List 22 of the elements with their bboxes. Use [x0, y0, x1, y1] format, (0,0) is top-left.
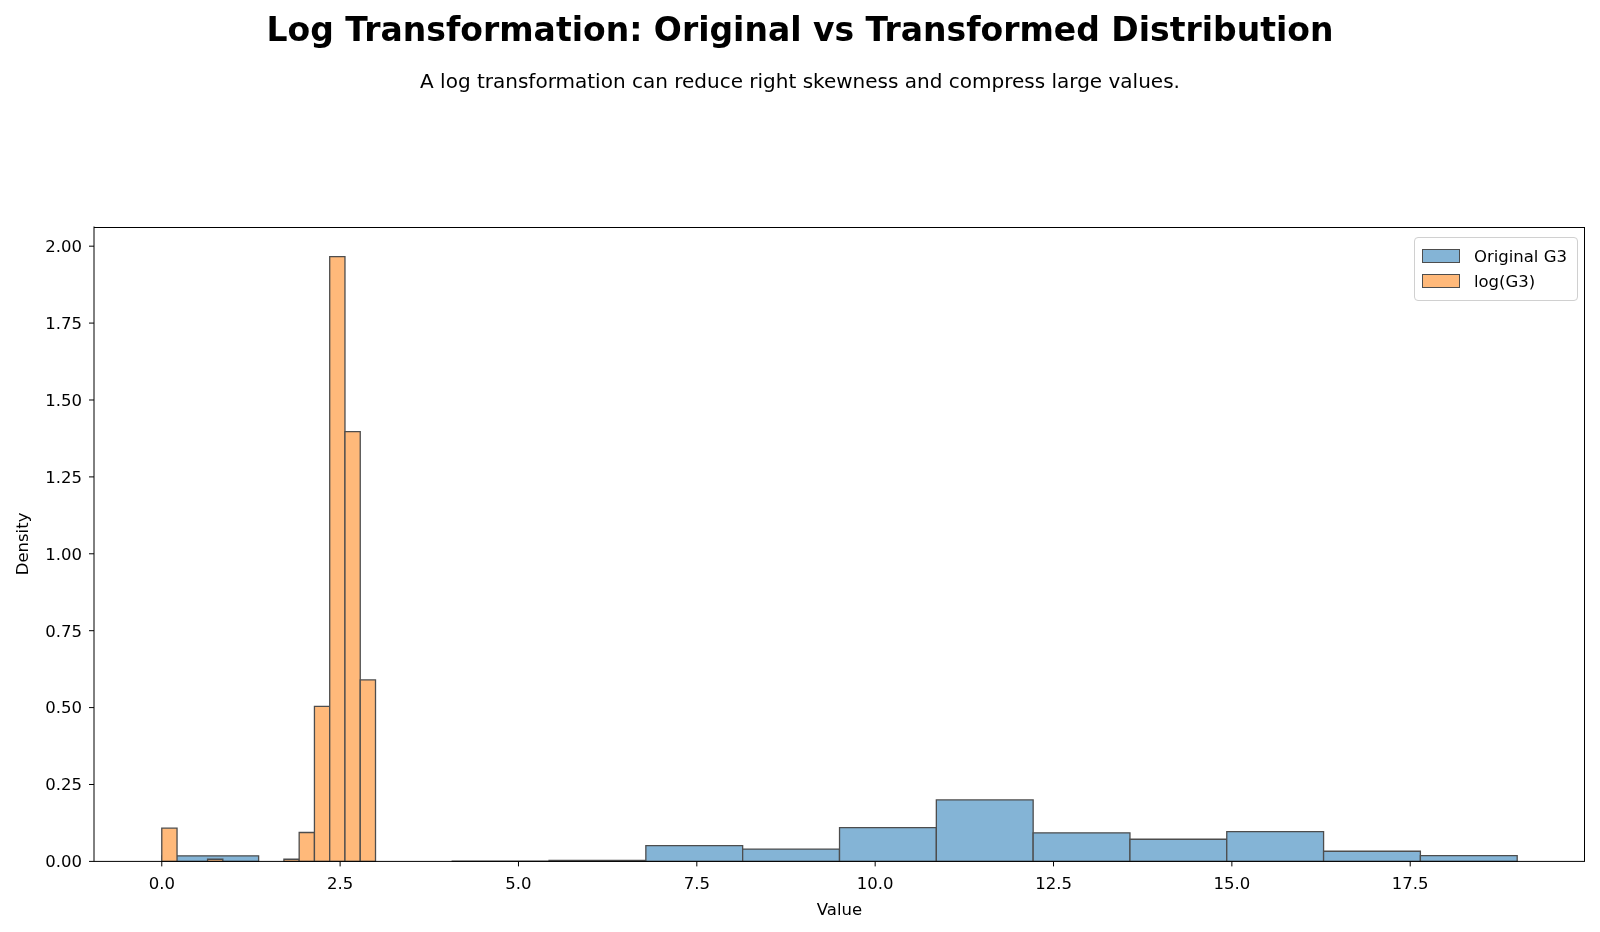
- x-axis-title: Value: [816, 900, 863, 920]
- y-tick-label: 0.00: [45, 852, 82, 872]
- x-tick-label: 7.5: [683, 874, 710, 894]
- y-tick-label: 1.25: [45, 467, 82, 487]
- legend-label: log(G3): [1473, 271, 1536, 291]
- x-tick-label: 15.0: [1213, 874, 1251, 894]
- y-tick-label: 1.75: [45, 313, 82, 333]
- y-tick-label: 0.25: [45, 775, 82, 795]
- y-axis-title: Density: [12, 512, 32, 576]
- y-tick-label: 1.50: [45, 390, 82, 410]
- y-tick-label: 2.00: [45, 237, 82, 257]
- x-tick-label: 10.0: [856, 874, 894, 894]
- y-tick-label: 0.50: [45, 698, 82, 718]
- x-tick-label: 5.0: [505, 874, 532, 894]
- y-tick-label: 1.00: [45, 544, 82, 564]
- x-tick-label: 2.5: [327, 874, 354, 894]
- x-tick-label: 12.5: [1035, 874, 1072, 894]
- y-tick-label: 0.75: [45, 621, 82, 641]
- chart-subtitle: A log transformation can reduce right skewness and compress large values.: [419, 67, 1181, 94]
- x-tick-label: 17.5: [1391, 874, 1429, 894]
- chart-title: Log Transformation: Original vs Transformed Distribution: [265, 10, 1335, 50]
- x-tick-label: 0.0: [148, 874, 175, 894]
